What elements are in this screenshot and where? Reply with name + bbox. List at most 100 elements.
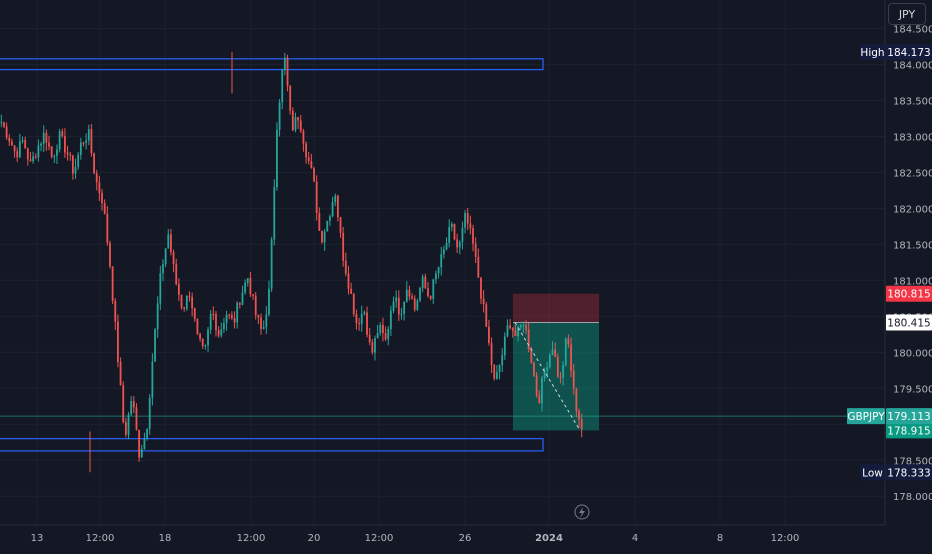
- candle-body: [164, 248, 167, 265]
- candle-body: [564, 338, 567, 365]
- candle-body: [413, 298, 416, 310]
- candle-body: [8, 137, 11, 142]
- candle-body: [416, 300, 419, 310]
- candle-body: [283, 57, 286, 71]
- candle-body: [578, 411, 580, 420]
- candle-body: [122, 385, 125, 423]
- lightning-icon-circle: [574, 504, 590, 520]
- price-tick-label: 182.500: [893, 168, 932, 179]
- lightning-icon-bolt: [579, 507, 585, 518]
- candle-body: [132, 401, 135, 408]
- candle-body: [392, 301, 395, 311]
- stop-price-label-bg: [886, 285, 932, 302]
- candle-body: [559, 376, 562, 378]
- candle-body: [305, 143, 307, 158]
- price-tick-label: 184.500: [893, 25, 932, 36]
- candle-body: [114, 301, 117, 322]
- candle-body: [371, 342, 374, 353]
- candle-body: [450, 223, 453, 228]
- candle-body: [437, 267, 440, 274]
- candle-body: [543, 370, 546, 379]
- price-tick-label: 183.500: [893, 97, 932, 108]
- candle-body: [503, 336, 506, 356]
- candle-body: [103, 203, 106, 214]
- candle-body: [382, 325, 384, 334]
- candle-body: [466, 212, 469, 224]
- candle-body: [315, 181, 318, 214]
- candle-body: [374, 338, 376, 353]
- candle-body: [244, 282, 247, 293]
- candle-body: [522, 325, 525, 327]
- short-position-tool[interactable]: [513, 293, 599, 431]
- candle-body: [411, 296, 413, 299]
- price-tick-label: 181.000: [893, 276, 932, 287]
- time-tick-label: 12:00: [237, 533, 266, 544]
- candle-body: [278, 102, 281, 130]
- candle-body: [74, 166, 77, 174]
- candle-body: [180, 294, 183, 308]
- candle-body: [45, 132, 48, 143]
- candle-body: [442, 249, 445, 255]
- target-price-label-bg: [886, 422, 932, 439]
- candle-body: [220, 329, 223, 336]
- candle-body: [143, 438, 146, 449]
- candle-body: [427, 288, 429, 297]
- candle-body: [61, 131, 64, 137]
- candle-body: [488, 326, 490, 344]
- candle-body: [405, 289, 408, 302]
- zones-layer[interactable]: [0, 58, 544, 452]
- candle-body: [360, 314, 363, 325]
- candle-body: [408, 289, 411, 297]
- candle-body: [334, 195, 337, 203]
- candle-body: [183, 307, 186, 309]
- candle-body: [352, 293, 355, 314]
- candle-body: [397, 297, 400, 315]
- candle-body: [379, 325, 382, 333]
- candle-body: [162, 264, 164, 274]
- price-axis[interactable]: 178.000178.500179.000179.500180.000180.5…: [847, 0, 932, 550]
- candle-body: [474, 243, 477, 257]
- candle-body: [21, 140, 24, 142]
- candle-body: [493, 364, 496, 379]
- candle-body: [156, 303, 159, 330]
- currency-button[interactable]: JPY: [888, 3, 926, 25]
- time-axis[interactable]: 13 12:00 18 12:00 20 12:00 26 2024 4 8 12:00: [0, 524, 885, 550]
- candle-body: [548, 354, 551, 368]
- candle-body: [138, 429, 141, 458]
- candle-body: [18, 141, 21, 158]
- candle-body: [238, 302, 241, 305]
- candle-body: [0, 122, 3, 124]
- candle-body: [299, 120, 302, 131]
- candle-body: [477, 256, 480, 278]
- candle-body: [188, 295, 191, 298]
- candle-body: [32, 156, 35, 162]
- candle-body: [262, 327, 265, 329]
- candle-body: [453, 223, 456, 240]
- candle-body: [419, 288, 421, 301]
- candle-body: [154, 329, 156, 362]
- candle-body: [223, 323, 225, 330]
- candle-body: [5, 126, 8, 138]
- candle-body: [485, 304, 488, 327]
- candle-body: [514, 330, 517, 336]
- candle-body: [339, 217, 342, 234]
- candle-body: [193, 308, 196, 319]
- candle-body: [567, 338, 570, 345]
- candle-body: [196, 318, 199, 334]
- candle-body: [347, 273, 350, 289]
- symbol-tag-bg: [847, 408, 885, 425]
- candle-body: [376, 332, 379, 339]
- candle-body: [50, 146, 53, 157]
- candle-body: [85, 140, 88, 144]
- candle-body: [294, 117, 297, 131]
- candle-body: [289, 85, 292, 111]
- candle-body: [575, 388, 578, 412]
- candle-body: [140, 448, 143, 458]
- stop-price-label: 180.815: [887, 289, 930, 301]
- candle-body: [461, 227, 464, 242]
- low-tag-bg: [860, 464, 885, 481]
- last-price-label-bg: [886, 408, 932, 425]
- candle-body: [368, 334, 371, 343]
